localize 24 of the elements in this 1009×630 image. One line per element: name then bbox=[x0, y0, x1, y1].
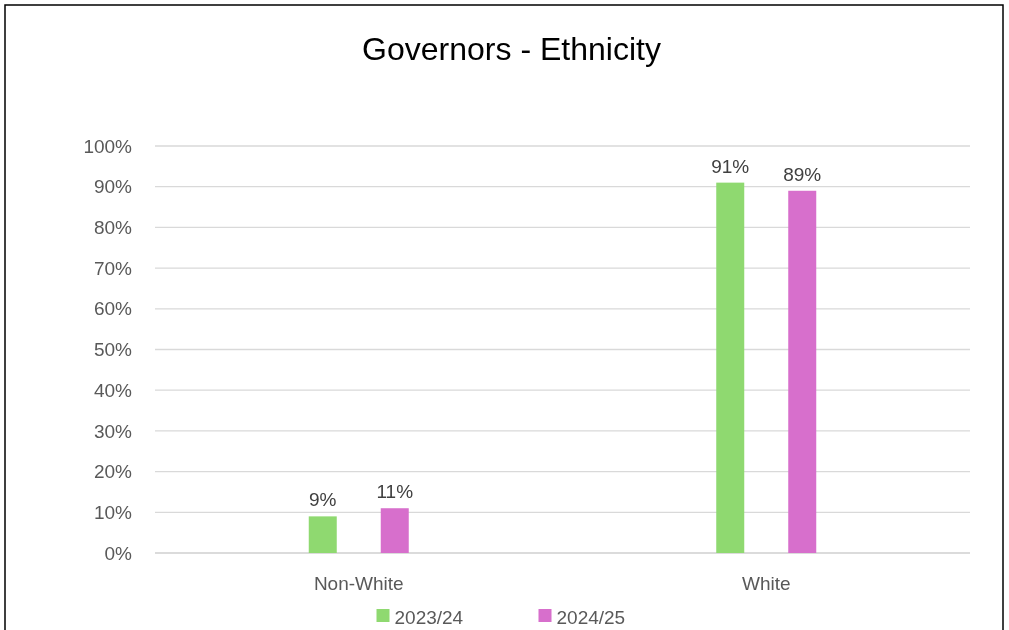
y-tick-label: 80% bbox=[93, 217, 133, 239]
x-tick-label: White bbox=[741, 573, 791, 594]
y-tick-label: 50% bbox=[93, 339, 133, 361]
bar bbox=[788, 190, 817, 553]
y-tick-label: 60% bbox=[93, 298, 133, 320]
y-tick-label: 0% bbox=[104, 542, 133, 564]
y-tick-label: 90% bbox=[93, 176, 133, 198]
chart-title: Governors - Ethnicity bbox=[362, 31, 661, 67]
data-label: 91% bbox=[711, 155, 750, 177]
y-tick-label: 100% bbox=[83, 135, 133, 157]
bar bbox=[716, 182, 745, 553]
y-tick-label: 10% bbox=[93, 501, 133, 523]
y-tick-label: 20% bbox=[93, 461, 133, 483]
bar bbox=[380, 508, 409, 553]
x-tick-label: Non-White bbox=[313, 573, 404, 594]
y-tick-label: 30% bbox=[93, 420, 133, 442]
legend-label: 2024/25 bbox=[556, 606, 626, 628]
y-tick-label: 40% bbox=[93, 379, 133, 401]
bar bbox=[308, 516, 337, 553]
y-tick-label: 70% bbox=[93, 257, 133, 279]
data-label: 11% bbox=[376, 481, 414, 503]
data-label: 9% bbox=[309, 489, 337, 511]
data-label: 89% bbox=[783, 163, 822, 185]
legend-label: 2023/24 bbox=[394, 606, 464, 628]
